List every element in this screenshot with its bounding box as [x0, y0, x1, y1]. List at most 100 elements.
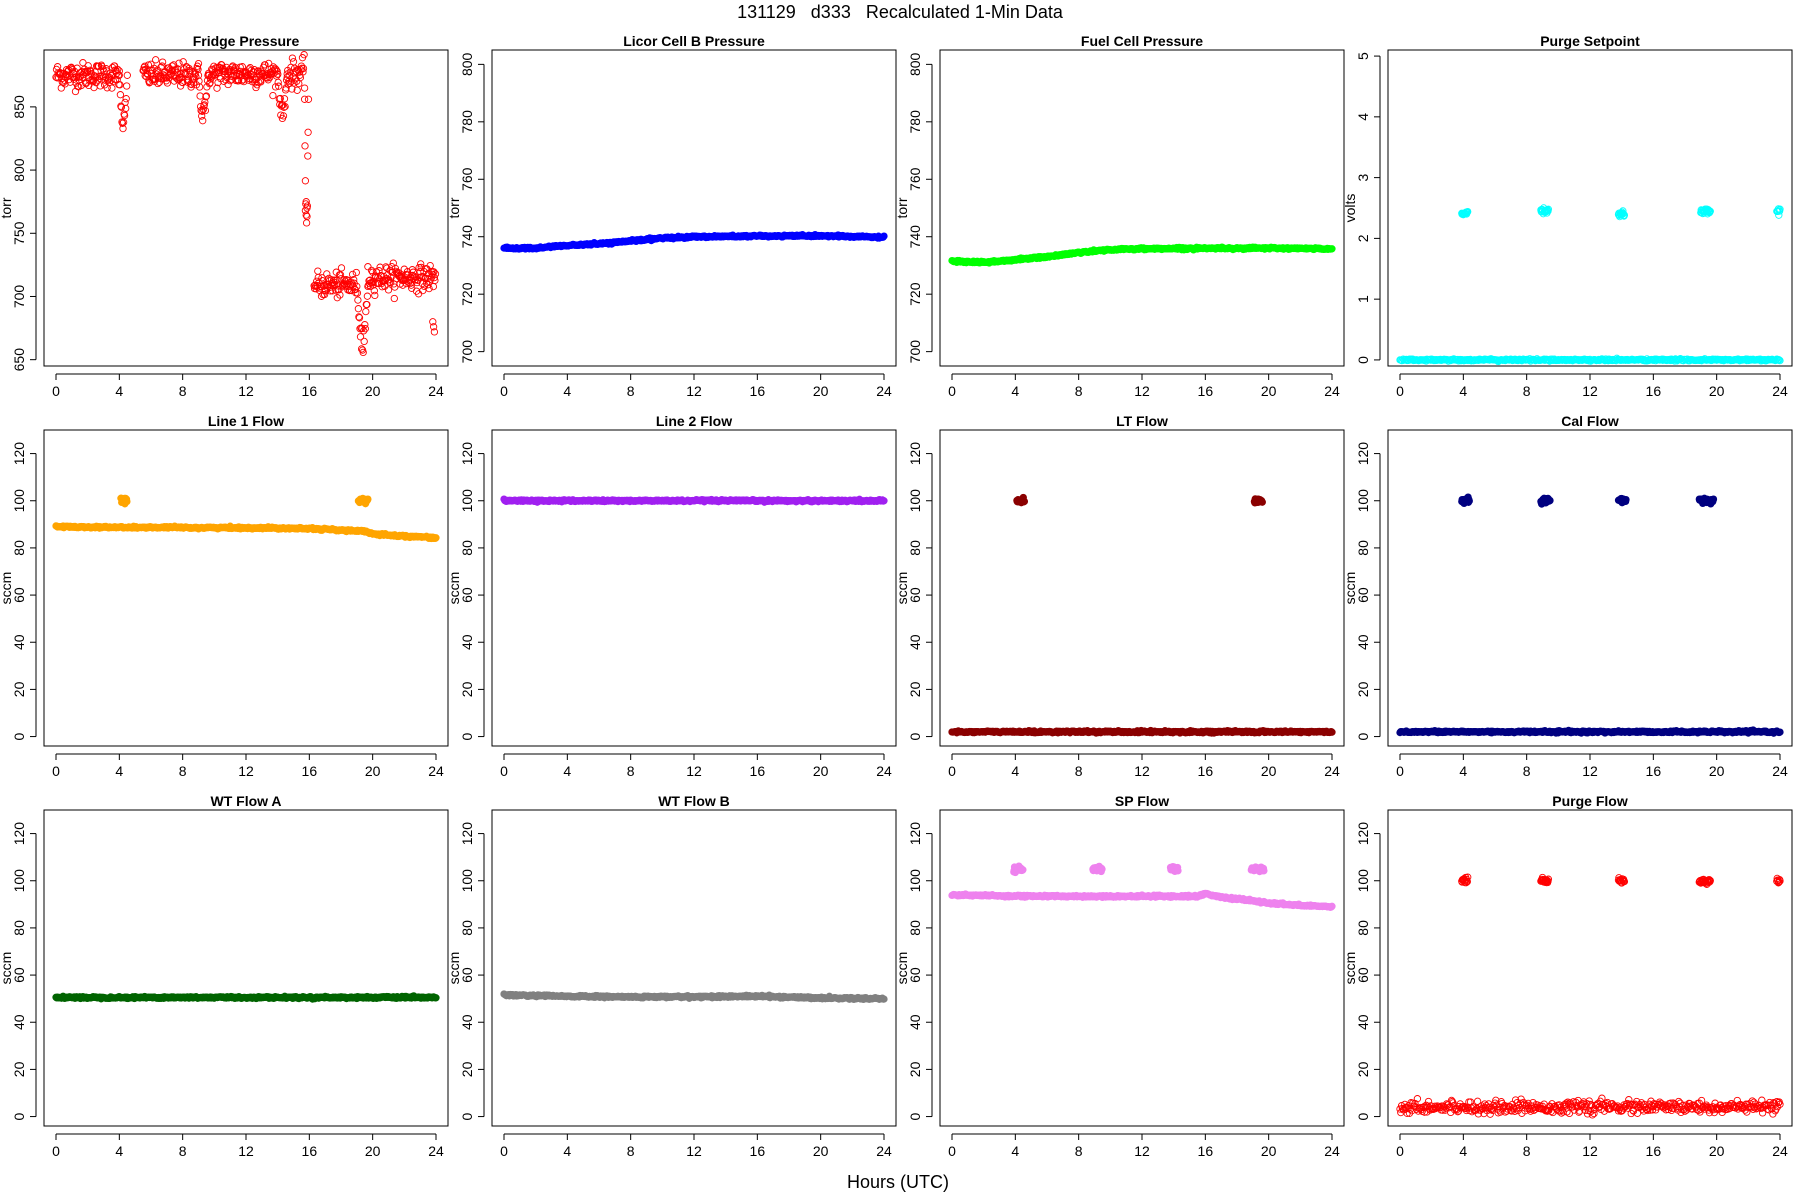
data-point [431, 270, 440, 278]
x-tick-label: 8 [179, 383, 187, 399]
data-point [370, 287, 378, 295]
data-point [304, 152, 312, 160]
data-point [356, 333, 365, 341]
y-tick-label: 4 [1355, 113, 1371, 121]
x-tick-label: 20 [365, 383, 381, 399]
plot-frame [43, 49, 449, 367]
data-point [289, 58, 298, 66]
data-point [430, 273, 439, 282]
data-point [430, 268, 438, 276]
x-tick-label: 20 [1261, 763, 1277, 779]
data-point [356, 325, 364, 333]
data-point [357, 345, 366, 353]
data-point [300, 95, 309, 103]
data-point [300, 51, 308, 59]
data-point [61, 80, 69, 88]
data-point [195, 83, 204, 91]
x-tick-label: 20 [813, 763, 829, 779]
data-point [276, 94, 284, 103]
data-point [384, 286, 393, 294]
x-tick-label: 20 [1709, 383, 1725, 399]
y-tick-label: 80 [11, 540, 27, 556]
data-point [419, 273, 427, 281]
x-tick-label: 24 [876, 383, 892, 399]
data-point [122, 104, 130, 113]
data-point [1328, 245, 1336, 253]
x-tick-label: 8 [1075, 383, 1083, 399]
y-tick-label: 1 [1355, 295, 1371, 303]
data-point [363, 300, 371, 309]
data-point [301, 177, 310, 185]
data-point [199, 105, 207, 114]
x-tick-label: 24 [428, 763, 444, 779]
y-tick-label: 720 [459, 282, 475, 306]
x-tick-label: 12 [1134, 763, 1150, 779]
data-point [84, 62, 92, 70]
y-tick-label: 40 [459, 634, 475, 650]
data-point [152, 56, 160, 64]
x-tick-label: 4 [115, 1143, 123, 1159]
data-point [194, 71, 203, 79]
data-point [364, 263, 372, 271]
data-point [369, 281, 377, 289]
panel-title: Line 2 Flow [656, 413, 732, 429]
data-point [336, 271, 345, 279]
data-point [359, 348, 367, 357]
data-point [313, 277, 321, 285]
y-tick-label: 0 [11, 1112, 27, 1120]
plot-frame [939, 429, 1345, 747]
x-tick-label: 12 [238, 763, 254, 779]
data-point [79, 59, 87, 67]
x-tick-label: 16 [1646, 763, 1662, 779]
y-tick-label: 80 [459, 540, 475, 556]
data-point [266, 73, 274, 82]
x-tick-label: 24 [428, 383, 444, 399]
x-tick-label: 4 [1011, 763, 1019, 779]
y-tick-label: 40 [11, 1014, 27, 1030]
x-tick-label: 24 [1772, 383, 1788, 399]
data-point [1546, 496, 1554, 505]
y-tick-label: 40 [1355, 634, 1371, 650]
data-point [363, 292, 372, 300]
data-point [361, 321, 369, 329]
x-tick-label: 0 [948, 383, 956, 399]
data-point [405, 276, 414, 285]
x-tick-label: 0 [1396, 383, 1404, 399]
data-point [54, 69, 62, 77]
y-tick-label: 20 [907, 681, 923, 697]
y-tick-label: 100 [11, 489, 27, 513]
y-tick-label: 0 [907, 732, 923, 740]
x-tick-label: 16 [302, 763, 318, 779]
plot-frame [1387, 429, 1793, 747]
data-point [354, 305, 363, 313]
x-tick-label: 12 [686, 383, 702, 399]
data-point [399, 281, 407, 289]
data-point [376, 263, 384, 271]
x-tick-label: 24 [876, 763, 892, 779]
y-axis-label: sccm [1342, 572, 1358, 605]
y-tick-label: 760 [459, 167, 475, 191]
plot-frame [1387, 49, 1793, 367]
data-point [391, 283, 399, 291]
data-point [1020, 497, 1029, 506]
data-point [387, 273, 395, 282]
data-point [175, 59, 183, 67]
data-point [202, 92, 211, 100]
data-point [337, 264, 346, 272]
data-point [1258, 498, 1266, 506]
x-tick-label: 16 [1198, 383, 1214, 399]
x-tick-label: 16 [1198, 763, 1214, 779]
data-point [353, 289, 362, 297]
data-point [288, 54, 297, 62]
data-point [123, 71, 131, 79]
data-point [108, 84, 116, 92]
data-point [301, 142, 309, 150]
data-point [195, 77, 203, 85]
y-axis-label: sccm [446, 572, 462, 605]
y-tick-label: 800 [907, 52, 923, 76]
panel-title: LT Flow [1116, 413, 1168, 429]
data-point [116, 91, 125, 99]
